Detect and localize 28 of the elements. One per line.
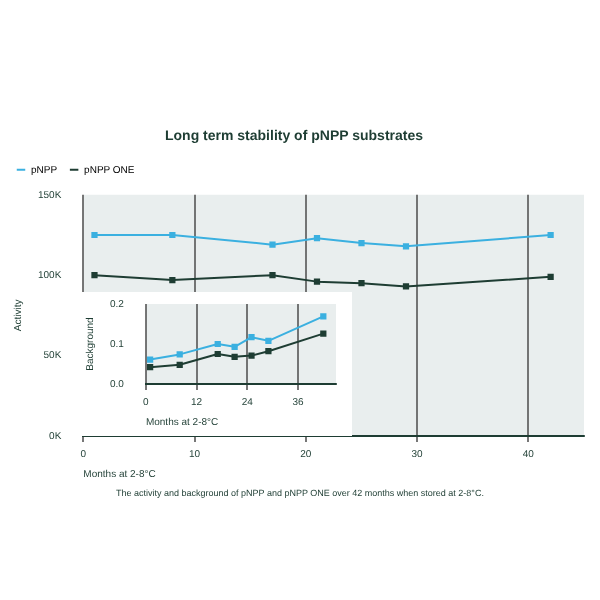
- point: [313, 278, 321, 285]
- point: [547, 231, 554, 239]
- point: [248, 352, 255, 359]
- point: [265, 337, 272, 344]
- point: [402, 243, 410, 250]
- point: [91, 231, 98, 239]
- point: [547, 273, 554, 280]
- point: [313, 235, 321, 242]
- point: [320, 330, 327, 337]
- point: [169, 276, 176, 284]
- point: [269, 272, 276, 279]
- point: [358, 280, 365, 287]
- point: [147, 356, 154, 363]
- point: [147, 364, 154, 371]
- point: [176, 361, 183, 368]
- point: [214, 340, 221, 348]
- point: [358, 239, 365, 247]
- point: [402, 283, 410, 290]
- point: [269, 241, 276, 248]
- point: [265, 348, 272, 355]
- point: [231, 353, 238, 360]
- point: [231, 343, 238, 350]
- point: [214, 350, 221, 358]
- point: [169, 231, 176, 239]
- point: [248, 334, 255, 341]
- point: [176, 351, 183, 358]
- point: [320, 313, 327, 320]
- point: [91, 272, 98, 279]
